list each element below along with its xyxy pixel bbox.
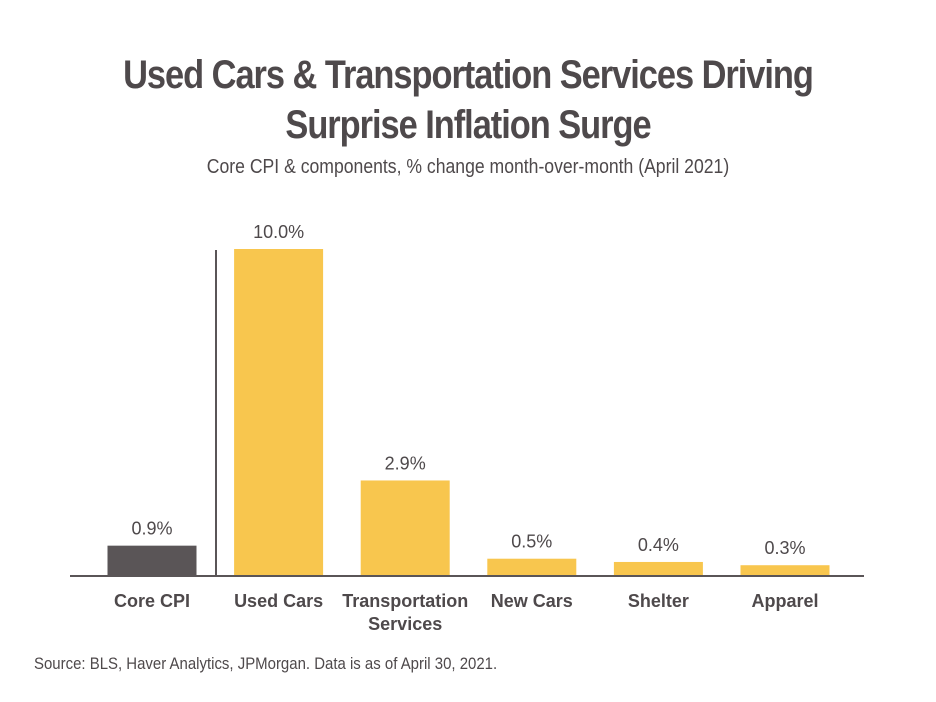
category-label: Apparel — [751, 591, 818, 611]
value-label: 2.9% — [385, 453, 426, 473]
bar-transportation-services — [360, 480, 450, 575]
bar-used-cars — [234, 249, 324, 575]
value-label: 0.4% — [638, 535, 679, 555]
bar-new-cars — [487, 558, 577, 575]
value-label: 0.3% — [764, 538, 805, 558]
chart-subtitle: Core CPI & components, % change month-ov… — [206, 156, 730, 178]
value-label: 10.0% — [253, 222, 304, 242]
source-note: Source: BLS, Haver Analytics, JPMorgan. … — [34, 654, 498, 673]
bars-layer — [107, 249, 830, 575]
bar-shelter — [613, 561, 703, 575]
category-label: New Cars — [491, 591, 573, 611]
value-labels-layer: 0.9% 10.0% 2.9% 0.5% 0.4% 0.3% — [131, 222, 805, 558]
bar-apparel — [740, 565, 830, 575]
chart-title: Used Cars & Transportation Services Driv… — [123, 53, 814, 147]
category-labels-layer: Core CPI Used Cars Transportation Services N… — [114, 591, 819, 634]
value-label: 0.9% — [131, 519, 172, 539]
category-label: Core CPI — [114, 591, 190, 611]
category-label: Transportation — [342, 591, 468, 611]
category-label: Shelter — [628, 591, 689, 611]
category-label: Services — [368, 614, 442, 634]
category-label: Used Cars — [234, 591, 323, 611]
bar-core-cpi — [107, 545, 197, 575]
value-label: 0.5% — [511, 532, 552, 552]
